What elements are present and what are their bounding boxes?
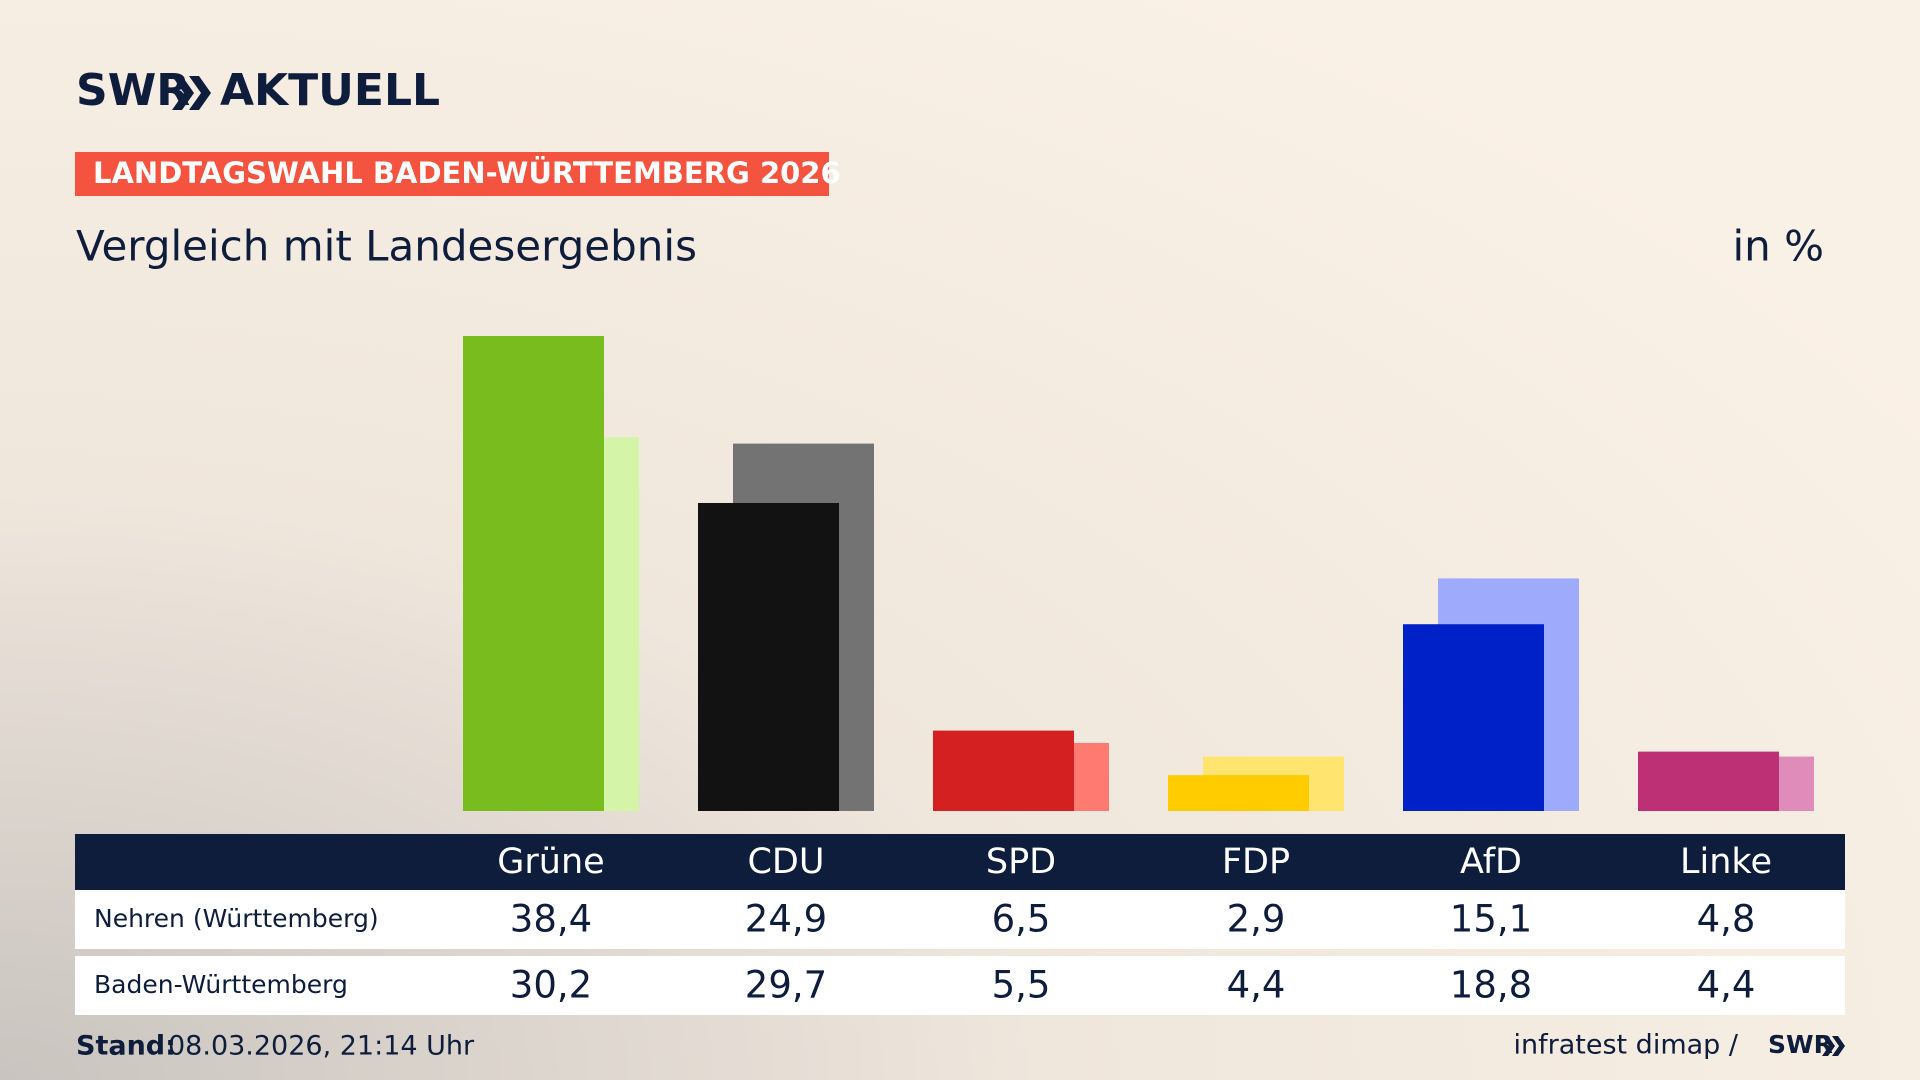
stand-label: Stand: xyxy=(76,1031,176,1062)
logo-chevrons xyxy=(172,76,211,110)
table-row xyxy=(75,956,1845,1015)
column-header: Grüne xyxy=(497,842,604,882)
value-label: 6,5 xyxy=(992,898,1051,941)
unit-label: in % xyxy=(1732,222,1824,271)
source-brand: SWR xyxy=(1768,1030,1833,1059)
value-label: 4,4 xyxy=(1227,964,1286,1007)
value-label: 5,5 xyxy=(992,964,1051,1007)
value-label: 2,9 xyxy=(1227,898,1286,941)
logo-product: AKTUELL xyxy=(220,65,440,116)
table-header xyxy=(75,834,1845,890)
source-chevrons xyxy=(1822,1036,1845,1056)
value-label: 30,2 xyxy=(510,964,592,1007)
value-label: 29,7 xyxy=(745,964,827,1007)
value-label: 38,4 xyxy=(510,898,592,941)
value-label: 18,8 xyxy=(1450,964,1532,1007)
value-label: 24,9 xyxy=(745,898,827,941)
chart-title: Vergleich mit Landesergebnis xyxy=(76,222,697,271)
column-header: AfD xyxy=(1460,842,1522,882)
value-label: 15,1 xyxy=(1450,898,1532,941)
bar xyxy=(933,730,1074,811)
column-header: CDU xyxy=(747,842,824,882)
value-label: 4,4 xyxy=(1697,964,1756,1007)
tag: LANDTAGSWAHL BADEN-WÜRTTEMBERG 2026 xyxy=(93,156,841,190)
column-header: Linke xyxy=(1680,842,1772,882)
logo-brand: SWR xyxy=(76,65,190,116)
tag-box xyxy=(75,152,829,196)
bar xyxy=(698,502,839,811)
column-header: FDP xyxy=(1222,842,1290,882)
bar xyxy=(1168,775,1309,811)
table-row xyxy=(75,890,1845,949)
column-header: SPD xyxy=(986,842,1056,882)
bar xyxy=(1638,751,1779,811)
source: infratest dimap / xyxy=(1513,1030,1738,1061)
bar xyxy=(463,335,604,811)
row-label: Nehren (Württemberg) xyxy=(94,904,379,933)
row-label: Baden-Württemberg xyxy=(94,970,348,999)
stand-value: 08.03.2026, 21:14 Uhr xyxy=(168,1031,475,1062)
value-label: 4,8 xyxy=(1697,898,1756,941)
bar xyxy=(1403,624,1544,811)
